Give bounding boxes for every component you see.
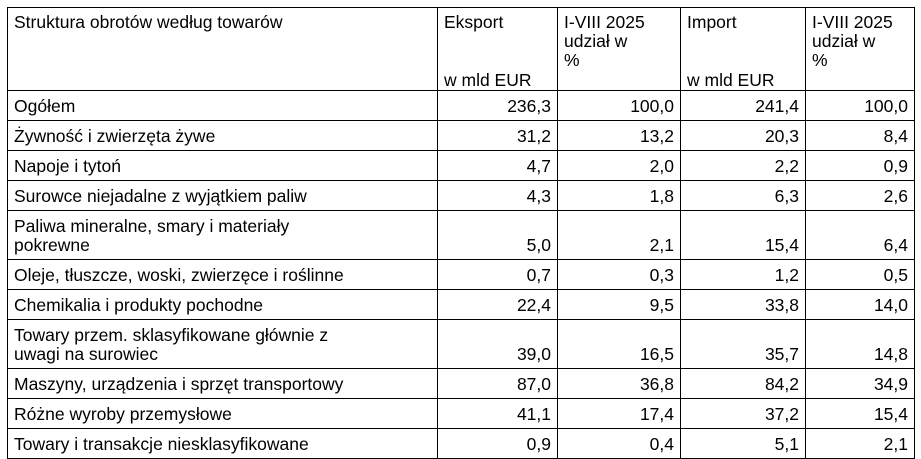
export-unit-label: w mld EUR <box>444 70 532 90</box>
import-value-header: Import w mld EUR <box>680 7 806 91</box>
export-share-cell: 13,2 <box>557 120 681 151</box>
import-value-cell: 6,3 <box>680 180 806 211</box>
table-row: Towary przem. sklasyfikowane głównie z uw… <box>7 319 915 369</box>
table-row: Paliwa mineralne, smary i materiały pokre… <box>7 210 915 260</box>
import-unit-label: w mld EUR <box>687 70 775 90</box>
import-value-cell: 1,2 <box>680 259 806 290</box>
category-cell: Napoje i tytoń <box>7 150 438 181</box>
export-share-header: I-VIII 2025 udział w % <box>557 7 681 91</box>
import-value-cell: 20,3 <box>680 120 806 151</box>
import-share-cell: 0,5 <box>805 259 915 290</box>
import-share-cell: 14,0 <box>805 289 915 320</box>
export-header-label: Eksport <box>444 12 504 32</box>
import-share-line2: udział w <box>812 31 876 51</box>
table-row: Ogółem 236,3 100,0 241,4 100,0 <box>7 90 915 121</box>
category-cell: Ogółem <box>7 90 438 121</box>
export-share-line1: I-VIII 2025 <box>564 12 645 32</box>
category-cell: Żywność i zwierzęta żywe <box>7 120 438 151</box>
import-value-cell: 2,2 <box>680 150 806 181</box>
import-share-cell: 34,9 <box>805 368 915 399</box>
export-value-header: Eksport w mld EUR <box>437 7 558 91</box>
trade-structure-table-wrapper: Struktura obrotów według towarów Eksport… <box>7 7 915 459</box>
import-value-cell: 37,2 <box>680 398 806 429</box>
import-share-line3: % <box>812 50 828 70</box>
import-value-cell: 15,4 <box>680 210 806 260</box>
table-row: Chemikalia i produkty pochodne 22,4 9,5 33,… <box>7 289 915 320</box>
header-row: Struktura obrotów według towarów Eksport… <box>7 7 915 91</box>
export-share-cell: 9,5 <box>557 289 681 320</box>
export-value-cell: 87,0 <box>437 368 558 399</box>
category-cell: Towary przem. sklasyfikowane głównie z uw… <box>7 319 438 369</box>
category-label-line: Maszyny, urządzenia i sprzęt transportow… <box>14 374 344 394</box>
category-header-label: Struktura obrotów według towarów <box>14 12 283 32</box>
export-share-cell: 1,8 <box>557 180 681 211</box>
import-value-cell: 241,4 <box>680 90 806 121</box>
import-header-label: Import <box>687 12 737 32</box>
table-row: Różne wyroby przemysłowe 41,1 17,4 37,2 15,4 <box>7 398 915 429</box>
table-row: Oleje, tłuszcze, woski, zwierzęce i rośl… <box>7 259 915 290</box>
category-cell: Oleje, tłuszcze, woski, zwierzęce i rośl… <box>7 259 438 290</box>
export-share-cell: 100,0 <box>557 90 681 121</box>
table-row: Maszyny, urządzenia i sprzęt transportow… <box>7 368 915 399</box>
export-value-cell: 4,7 <box>437 150 558 181</box>
import-share-header: I-VIII 2025 udział w % <box>805 7 915 91</box>
category-cell: Maszyny, urządzenia i sprzęt transportow… <box>7 368 438 399</box>
export-value-cell: 0,9 <box>437 428 558 459</box>
export-share-cell: 16,5 <box>557 319 681 369</box>
category-label-line: Żywność i zwierzęta żywe <box>14 126 216 146</box>
import-share-cell: 2,6 <box>805 180 915 211</box>
category-label-line: Napoje i tytoń <box>14 156 122 176</box>
import-value-cell: 33,8 <box>680 289 806 320</box>
category-header: Struktura obrotów według towarów <box>7 7 438 91</box>
category-cell: Towary i transakcje niesklasyfikowane <box>7 428 438 459</box>
export-value-cell: 39,0 <box>437 319 558 369</box>
category-label-line: Towary i transakcje niesklasyfikowane <box>14 434 309 454</box>
table-row: Napoje i tytoń 4,7 2,0 2,2 0,9 <box>7 150 915 181</box>
category-label-line: Chemikalia i produkty pochodne <box>14 295 264 315</box>
table-row: Żywność i zwierzęta żywe 31,2 13,2 20,3 8,4 <box>7 120 915 151</box>
export-value-cell: 236,3 <box>437 90 558 121</box>
export-share-cell: 0,4 <box>557 428 681 459</box>
table-row: Surowce niejadalne z wyjątkiem paliw 4,3 1… <box>7 180 915 211</box>
category-label-line: Towary przem. sklasyfikowane głównie z <box>14 325 329 345</box>
export-share-cell: 2,1 <box>557 210 681 260</box>
import-share-cell: 2,1 <box>805 428 915 459</box>
import-share-cell: 14,8 <box>805 319 915 369</box>
export-share-line3: % <box>564 50 580 70</box>
import-share-cell: 6,4 <box>805 210 915 260</box>
trade-structure-table: Struktura obrotów według towarów Eksport… <box>7 7 915 459</box>
import-value-cell: 5,1 <box>680 428 806 459</box>
export-share-cell: 2,0 <box>557 150 681 181</box>
export-share-cell: 17,4 <box>557 398 681 429</box>
export-value-cell: 4,3 <box>437 180 558 211</box>
export-value-cell: 31,2 <box>437 120 558 151</box>
export-value-cell: 5,0 <box>437 210 558 260</box>
export-value-cell: 0,7 <box>437 259 558 290</box>
category-cell: Paliwa mineralne, smary i materiały pokre… <box>7 210 438 260</box>
category-cell: Chemikalia i produkty pochodne <box>7 289 438 320</box>
export-share-cell: 0,3 <box>557 259 681 290</box>
export-share-line2: udział w <box>564 31 628 51</box>
table-row: Towary i transakcje niesklasyfikowane 0,9… <box>7 428 915 459</box>
category-cell: Różne wyroby przemysłowe <box>7 398 438 429</box>
import-share-line1: I-VIII 2025 <box>812 12 893 32</box>
export-value-cell: 41,1 <box>437 398 558 429</box>
category-label-line: Ogółem <box>14 96 76 116</box>
category-label-line: Różne wyroby przemysłowe <box>14 404 232 424</box>
import-share-cell: 8,4 <box>805 120 915 151</box>
import-value-cell: 84,2 <box>680 368 806 399</box>
import-value-cell: 35,7 <box>680 319 806 369</box>
import-share-cell: 100,0 <box>805 90 915 121</box>
export-share-cell: 36,8 <box>557 368 681 399</box>
export-value-cell: 22,4 <box>437 289 558 320</box>
category-cell: Surowce niejadalne z wyjątkiem paliw <box>7 180 438 211</box>
category-label-line: Surowce niejadalne z wyjątkiem paliw <box>14 186 307 206</box>
category-label-line: Paliwa mineralne, smary i materiały <box>14 216 290 236</box>
category-label-line: Oleje, tłuszcze, woski, zwierzęce i rośl… <box>14 265 344 285</box>
import-share-cell: 0,9 <box>805 150 915 181</box>
category-label-line: pokrewne <box>14 235 90 255</box>
import-share-cell: 15,4 <box>805 398 915 429</box>
category-label-line: uwagi na surowiec <box>14 344 158 364</box>
table-body: Ogółem 236,3 100,0 241,4 100,0 Żywność i zwie… <box>7 90 915 459</box>
